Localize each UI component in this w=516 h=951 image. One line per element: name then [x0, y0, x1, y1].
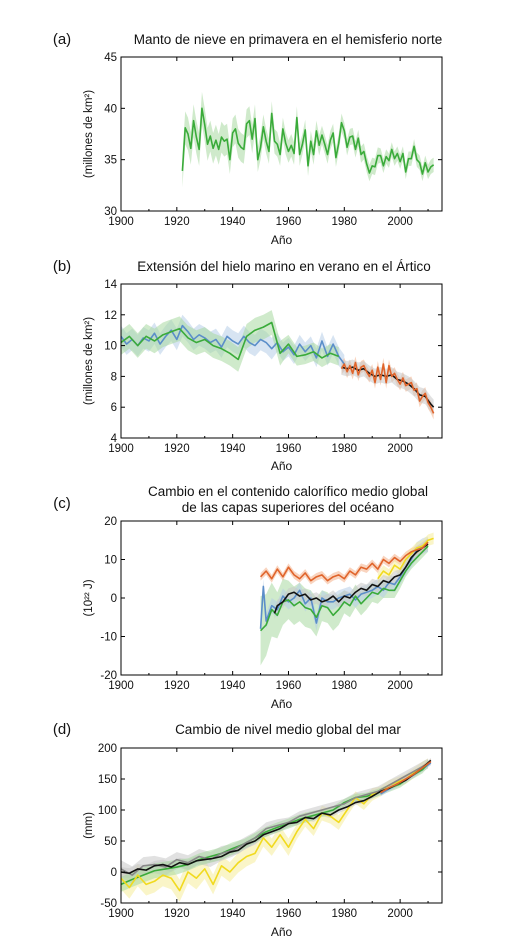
y-tick-label: 0: [111, 867, 117, 879]
plot-frame: [120, 747, 443, 904]
x-tick-label: 1900: [108, 680, 134, 692]
plot-frame: [120, 56, 443, 212]
x-tick-label: 1980: [332, 216, 358, 228]
y-tick-label: 10: [104, 341, 117, 353]
x-tick-label: 2000: [387, 216, 413, 228]
series-line: [259, 543, 429, 629]
x-tick-label: 1920: [164, 908, 190, 920]
x-tick-label: 2000: [387, 443, 413, 455]
y-tick-label: 20: [104, 516, 117, 528]
y-tick-label: 35: [104, 155, 117, 167]
plot-area: [181, 91, 435, 188]
series-line: [121, 762, 429, 876]
y-tick-label: 30: [104, 206, 117, 218]
panel-1: (a) Manto de nieve en primavera en el hem…: [53, 31, 443, 247]
chart-title: Cambio de nivel medio global del mar: [175, 722, 401, 737]
x-tick-label: 1960: [276, 680, 302, 692]
y-tick-label: 100: [98, 805, 117, 817]
series-line: [259, 545, 429, 632]
series-line: [259, 541, 429, 582]
panel-label: (c): [53, 495, 71, 512]
x-tick-label: 2000: [387, 680, 413, 692]
series-line: [380, 760, 432, 794]
y-axis-label: (millones de km²): [83, 317, 95, 405]
uncertainty-band: [260, 538, 429, 585]
x-tick-label: 1900: [108, 443, 134, 455]
series-line: [377, 537, 434, 580]
panel-3: (c) Cambio en el contenido calorífico med…: [53, 484, 443, 711]
panel-label: (b): [53, 258, 71, 275]
x-tick-label: 1940: [220, 908, 246, 920]
chart-title: Cambio en el contenido calorífico medio …: [148, 484, 428, 499]
y-tick-label: -50: [100, 898, 117, 910]
plot-area: [121, 310, 435, 420]
y-axis-label: (millones de km²): [83, 90, 95, 178]
uncertainty-band: [182, 91, 434, 188]
series-line: [121, 324, 345, 365]
panel-label: (a): [53, 31, 71, 48]
y-tick-label: 50: [104, 836, 117, 848]
x-tick-label: 1960: [276, 908, 302, 920]
y-tick-label: 40: [104, 103, 117, 115]
y-tick-label: 12: [104, 310, 117, 322]
uncertainty-band: [121, 310, 339, 372]
x-tick-label: 1960: [276, 216, 302, 228]
x-tick-label: 1900: [108, 908, 134, 920]
y-tick-label: -10: [100, 632, 117, 644]
x-axis-label: Año: [271, 459, 293, 473]
panel-2: (b) Extensión del hielo marino en verano …: [53, 258, 443, 473]
x-axis-label: Año: [271, 697, 293, 711]
y-tick-label: 6: [111, 402, 117, 414]
x-tick-label: 1920: [164, 680, 190, 692]
x-tick-label: 1980: [332, 443, 358, 455]
panel-label: (d): [53, 721, 71, 738]
y-tick-label: 150: [98, 774, 117, 786]
y-tick-label: 45: [104, 52, 117, 64]
panel-4: (d) Cambio de nivel medio global del mar 1…: [53, 721, 443, 939]
series-line: [181, 107, 435, 175]
x-tick-label: 2000: [387, 908, 413, 920]
x-tick-label: 1900: [108, 216, 134, 228]
x-axis-label: Año: [271, 925, 293, 939]
y-tick-label: 8: [111, 371, 117, 383]
y-tick-label: 0: [111, 593, 117, 605]
plot-frame: [120, 283, 443, 439]
x-tick-label: 1940: [220, 443, 246, 455]
x-tick-label: 1940: [220, 680, 246, 692]
plot-area: [259, 532, 434, 666]
x-tick-label: 1940: [220, 216, 246, 228]
chart-title: de las capas superiores del océano: [182, 500, 394, 515]
series-line: [340, 361, 435, 414]
y-tick-label: 14: [104, 279, 117, 291]
series-line: [121, 321, 339, 361]
series-line: [121, 759, 432, 875]
plot-area: [121, 757, 432, 902]
chart-title: Extensión del hielo marino en verano en …: [137, 259, 430, 274]
x-tick-label: 1980: [332, 908, 358, 920]
x-axis-label: Año: [271, 233, 293, 247]
uncertainty-band: [341, 359, 434, 415]
uncertainty-band: [121, 758, 429, 884]
y-tick-label: 4: [111, 433, 118, 445]
chart-title: Manto de nieve en primavera en el hemisf…: [134, 32, 442, 47]
y-tick-label: 10: [104, 555, 117, 567]
x-tick-label: 1980: [332, 680, 358, 692]
x-tick-label: 1920: [164, 216, 190, 228]
y-axis-label: (mm): [83, 812, 95, 839]
y-axis-label: (10²² J): [83, 579, 95, 616]
x-tick-label: 1920: [164, 443, 190, 455]
y-tick-label: 200: [98, 743, 117, 755]
y-tick-label: -20: [100, 670, 117, 682]
series-line: [273, 543, 429, 614]
x-tick-label: 1960: [276, 443, 302, 455]
uncertainty-band: [260, 536, 429, 637]
